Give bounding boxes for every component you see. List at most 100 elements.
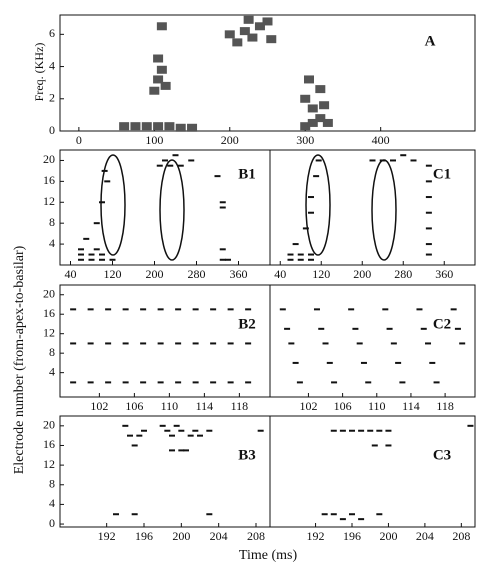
pulse [101,169,108,172]
panel-label: B1 [238,166,256,182]
pulse [175,342,182,345]
energy-blob [300,94,311,103]
pulse [369,159,376,162]
pulse [308,211,314,214]
pulse [99,201,105,204]
pulse [87,308,94,311]
pulse [105,308,112,311]
energy-blob [315,114,326,123]
plot-frame [269,415,476,528]
y-tick-label: 16 [43,173,55,187]
pulse [178,449,185,452]
pulse [315,159,322,162]
pulse [245,308,252,311]
pulse [131,513,138,516]
energy-blob [153,122,164,131]
pulse [219,206,226,209]
pulse [113,513,119,516]
pulse [425,164,432,167]
pulse [385,444,392,447]
y-tick-label: 8 [49,477,55,491]
pulse [164,429,171,432]
energy-blob [307,118,318,127]
pulse [360,361,367,364]
pulse [352,327,359,330]
pulse [178,429,185,432]
pulse [177,164,184,167]
y-tick-label: 20 [43,152,55,166]
y-tick-label: 16 [43,437,55,451]
pulse [459,342,466,345]
y-tick-label: 4 [49,496,55,510]
x-tick-label: 40 [65,267,77,281]
y-tick-label: 8 [49,215,55,229]
energy-blob [322,118,333,127]
pulse [192,342,199,345]
pulse [141,429,147,432]
pulse [127,434,133,437]
energy-blob [319,101,330,110]
pulse [122,381,129,384]
y-tick-label: 12 [43,194,55,208]
x-tick-label: 204 [210,529,228,543]
panel-label: A [425,33,436,49]
x-tick-label: 0 [76,133,82,147]
pulse [78,253,84,256]
y-tick-label: 20 [43,286,55,300]
panel-label: B2 [238,316,256,332]
x-tick-label: 40 [274,267,286,281]
x-tick-label: 106 [125,399,143,413]
y-tick-label: 12 [43,325,55,339]
energy-blob [164,122,175,131]
pulse [214,175,221,178]
pulse [169,434,175,437]
pulse [395,361,402,364]
energy-blob [141,122,152,131]
energy-blob [239,27,250,36]
pulse [70,342,77,345]
y-tick-label: 4 [49,58,55,72]
x-tick-label: 400 [372,133,390,147]
pulse [308,196,314,199]
energy-blob [119,122,130,131]
pulse [183,449,189,452]
pulse [104,180,111,183]
pulse [365,381,372,384]
pulse [122,342,129,345]
y-tick-label: 16 [43,306,55,320]
energy-blob [130,122,141,131]
pulse [78,258,84,261]
plot-frame [269,284,476,398]
pulse [219,258,226,261]
y-tick-label: 20 [43,418,55,432]
pulse [425,227,432,230]
pulse [175,308,182,311]
pulse [339,429,346,432]
pulse [93,248,100,251]
y-tick-label: 2 [49,91,55,105]
x-tick-label: 192 [98,529,116,543]
pulse [157,342,164,345]
pulse [450,308,457,311]
pulse [122,308,129,311]
pulse [371,444,378,447]
pulse [192,308,199,311]
x-tick-label: 200 [172,529,190,543]
pulse [326,361,333,364]
pulse [105,342,112,345]
pulse [376,429,383,432]
energy-blob [304,75,314,84]
pulse [88,258,95,261]
plot-frame [59,415,271,528]
y-tick-label: 6 [49,26,55,40]
x-tick-label: 120 [104,267,122,281]
pulse [122,424,129,427]
x-tick-label: 200 [379,529,397,543]
pulse [399,381,406,384]
x-tick-label: 100 [145,133,163,147]
pulse [376,513,383,516]
y-tick-label: 8 [49,345,55,359]
pulse [308,253,314,256]
pulse [156,164,163,167]
x-tick-label: 196 [343,529,361,543]
